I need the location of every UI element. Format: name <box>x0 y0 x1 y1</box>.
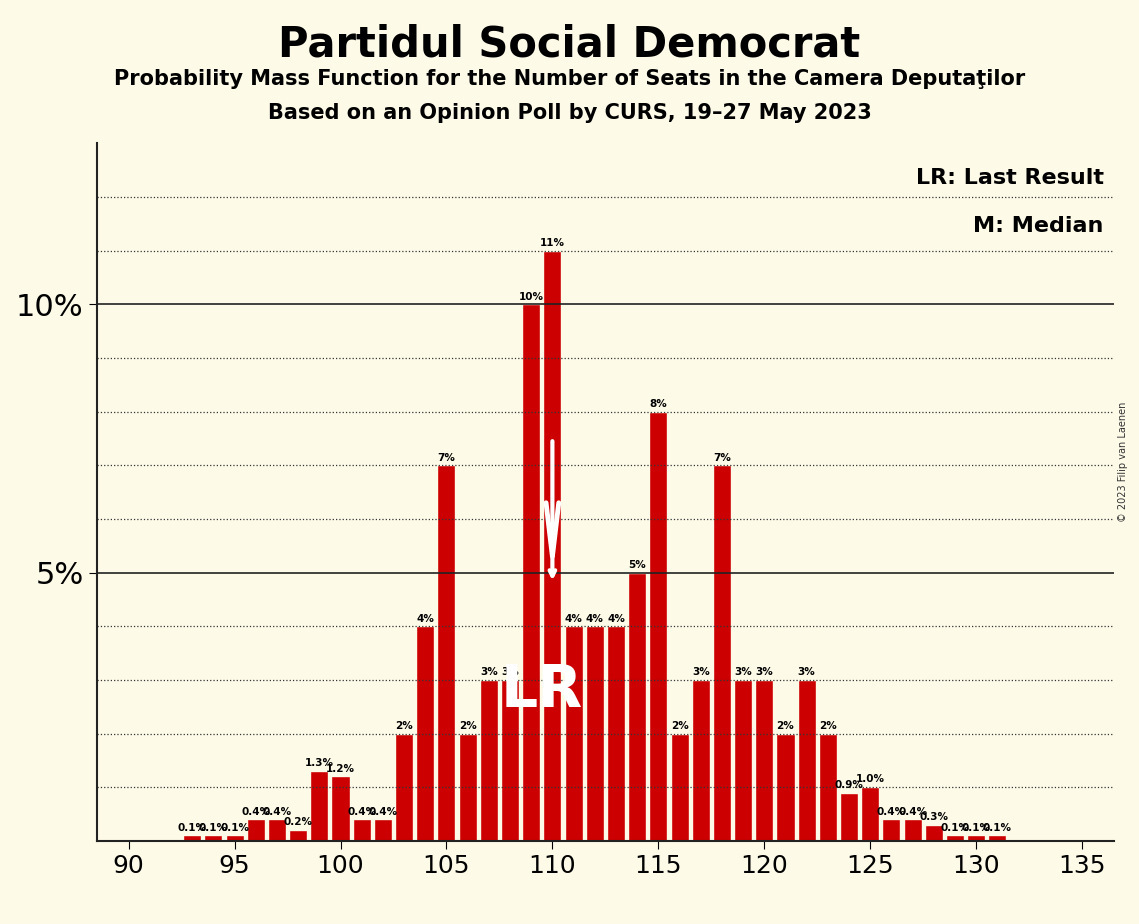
Text: 0.1%: 0.1% <box>178 822 206 833</box>
Text: 2%: 2% <box>671 721 688 731</box>
Text: 4%: 4% <box>565 614 582 624</box>
Text: 8%: 8% <box>649 399 667 408</box>
Text: Partidul Social Democrat: Partidul Social Democrat <box>278 23 861 65</box>
Bar <box>459 734 476 841</box>
Text: 0.1%: 0.1% <box>199 822 228 833</box>
Bar <box>607 626 625 841</box>
Text: 3%: 3% <box>501 667 519 677</box>
Text: 2%: 2% <box>777 721 794 731</box>
Bar <box>331 776 350 841</box>
Text: 0.4%: 0.4% <box>241 807 270 817</box>
Text: 10%: 10% <box>518 292 543 301</box>
Text: 0.4%: 0.4% <box>347 807 376 817</box>
Bar <box>989 835 1007 841</box>
Text: 4%: 4% <box>607 614 625 624</box>
Text: M: Median: M: Median <box>974 216 1104 237</box>
Text: 0.4%: 0.4% <box>898 807 927 817</box>
Bar <box>671 734 689 841</box>
Bar <box>543 250 562 841</box>
Bar <box>967 835 985 841</box>
Bar <box>947 835 964 841</box>
Text: 1.0%: 1.0% <box>855 774 885 784</box>
Text: Based on an Opinion Poll by CURS, 19–27 May 2023: Based on an Opinion Poll by CURS, 19–27 … <box>268 103 871 124</box>
Text: 4%: 4% <box>585 614 604 624</box>
Bar <box>861 787 879 841</box>
Text: 0.1%: 0.1% <box>220 822 249 833</box>
Bar <box>903 820 921 841</box>
Text: LR: LR <box>501 663 583 719</box>
Text: Probability Mass Function for the Number of Seats in the Camera Deputaţilor: Probability Mass Function for the Number… <box>114 69 1025 90</box>
Text: 5%: 5% <box>629 560 646 570</box>
Text: 3%: 3% <box>735 667 752 677</box>
Text: 0.4%: 0.4% <box>877 807 906 817</box>
Text: 0.2%: 0.2% <box>284 818 312 827</box>
Text: 0.1%: 0.1% <box>983 822 1011 833</box>
Text: 0.4%: 0.4% <box>368 807 398 817</box>
Bar <box>395 734 413 841</box>
Bar <box>649 411 667 841</box>
Text: 3%: 3% <box>755 667 773 677</box>
Text: 7%: 7% <box>713 453 731 463</box>
Text: 0.1%: 0.1% <box>961 822 991 833</box>
Text: 0.3%: 0.3% <box>919 812 949 822</box>
Text: 2%: 2% <box>395 721 413 731</box>
Bar <box>777 734 795 841</box>
Bar <box>755 680 773 841</box>
Text: 3%: 3% <box>691 667 710 677</box>
Text: 1.3%: 1.3% <box>305 759 334 769</box>
Bar <box>480 680 498 841</box>
Bar <box>691 680 710 841</box>
Text: 11%: 11% <box>540 237 565 248</box>
Bar <box>416 626 434 841</box>
Bar <box>501 680 519 841</box>
Bar <box>289 830 308 841</box>
Text: 3%: 3% <box>480 667 498 677</box>
Text: © 2023 Filip van Laenen: © 2023 Filip van Laenen <box>1118 402 1128 522</box>
Bar <box>819 734 837 841</box>
Text: 2%: 2% <box>819 721 837 731</box>
Bar <box>883 820 901 841</box>
Text: 2%: 2% <box>459 721 476 731</box>
Text: 0.9%: 0.9% <box>835 780 863 790</box>
Bar <box>204 835 222 841</box>
Bar <box>310 771 328 841</box>
Bar <box>841 793 858 841</box>
Bar <box>713 465 731 841</box>
Text: LR: Last Result: LR: Last Result <box>916 167 1104 188</box>
Text: 7%: 7% <box>437 453 456 463</box>
Text: 0.1%: 0.1% <box>941 822 969 833</box>
Text: 3%: 3% <box>797 667 816 677</box>
Bar <box>628 573 646 841</box>
Bar <box>797 680 816 841</box>
Text: 4%: 4% <box>417 614 434 624</box>
Bar <box>374 820 392 841</box>
Text: 0.4%: 0.4% <box>262 807 292 817</box>
Bar <box>585 626 604 841</box>
Text: 1.2%: 1.2% <box>326 764 355 773</box>
Bar <box>268 820 286 841</box>
Bar <box>226 835 244 841</box>
Bar <box>522 304 540 841</box>
Bar <box>247 820 264 841</box>
Bar <box>437 465 456 841</box>
Bar <box>353 820 370 841</box>
Bar <box>183 835 202 841</box>
Bar <box>925 825 943 841</box>
Bar <box>735 680 752 841</box>
Bar <box>565 626 583 841</box>
